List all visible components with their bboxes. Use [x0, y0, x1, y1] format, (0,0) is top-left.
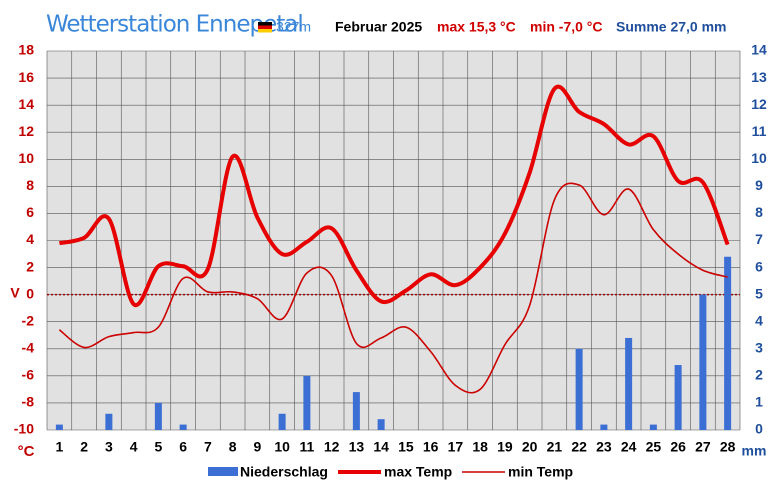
y-tick-label: -2: [22, 312, 35, 328]
y2-tick-label: 6: [755, 258, 763, 274]
x-tick-label: 25: [646, 439, 662, 455]
x-tick-label: 19: [497, 439, 513, 455]
precip-bar: [377, 419, 385, 430]
precip-bar: [724, 256, 732, 430]
flag: [258, 22, 272, 33]
x-tick-label: 13: [349, 439, 365, 455]
y-unit: °C: [18, 443, 35, 460]
y-tick-label: 14: [18, 96, 34, 112]
x-tick-label: 9: [253, 439, 261, 455]
y2-tick-label: 13: [751, 69, 767, 85]
y-tick-label: 10: [18, 150, 34, 166]
x-tick-label: 14: [373, 439, 389, 455]
y2-tick-label: 12: [751, 96, 767, 112]
y2-tick-label: 5: [755, 285, 763, 301]
x-tick-label: 28: [720, 439, 736, 455]
legend-label: Niederschlag: [240, 464, 328, 480]
x-tick-label: 1: [55, 439, 63, 455]
y-tick-label: 16: [18, 69, 34, 85]
y2-tick-label: 4: [755, 312, 763, 328]
legend-swatch: [208, 467, 238, 476]
x-tick-label: 12: [324, 439, 340, 455]
x-tick-label: 21: [547, 439, 563, 455]
y-tick-label: -8: [22, 394, 35, 410]
y2-tick-label: 11: [752, 123, 767, 139]
x-tick-label: 5: [154, 439, 162, 455]
y2-tick-label: 8: [755, 204, 763, 220]
max-label: max 15,3 °C: [437, 19, 516, 35]
x-tick-label: 16: [423, 439, 439, 455]
x-tick-label: 4: [130, 439, 138, 455]
x-tick-label: 23: [596, 439, 612, 455]
y2-tick-label: 0: [755, 421, 763, 437]
y-tick-label: 0: [26, 285, 34, 301]
precip-bar: [649, 424, 657, 430]
temp-line: [58, 84, 730, 308]
precip-bar: [55, 424, 63, 430]
y2-tick-label: 2: [755, 367, 763, 383]
x-tick-label: 22: [571, 439, 587, 455]
y-tick-label: 12: [18, 123, 34, 139]
x-tick-label: 17: [448, 439, 464, 455]
x-tick-label: 20: [522, 439, 538, 455]
x-tick-label: 10: [274, 439, 290, 455]
x-tick-label: 18: [472, 439, 488, 455]
y2-tick-label: 9: [755, 177, 763, 193]
precip-bar: [303, 375, 311, 430]
precip-bar: [154, 402, 162, 430]
legend-label: min Temp: [508, 464, 573, 480]
precip-bar: [278, 413, 286, 430]
precip-bar: [699, 294, 707, 430]
x-tick-label: 7: [204, 439, 212, 455]
y-tick-label: 18: [18, 42, 34, 58]
y2-tick-label: 3: [755, 339, 763, 355]
precip-bar: [625, 337, 633, 430]
x-tick-label: 11: [299, 439, 314, 455]
y2-tick-label: 7: [755, 231, 763, 247]
y-tick-label: -10: [14, 421, 34, 437]
y-tick-label: -4: [22, 339, 35, 355]
sum-label: Summe 27,0 mm: [616, 19, 727, 35]
x-tick-label: 15: [398, 439, 414, 455]
min-label: min -7,0 °C: [530, 19, 603, 35]
precip-bar: [352, 392, 360, 430]
y-tick-label: 6: [26, 204, 34, 220]
x-tick-label: 26: [670, 439, 686, 455]
x-tick-label: 27: [695, 439, 711, 455]
precip-bar: [105, 413, 113, 430]
x-tick-label: 6: [179, 439, 187, 455]
y-tick-label: 4: [26, 231, 34, 247]
y2-tick-label: 10: [751, 150, 767, 166]
y-tick-label: -6: [22, 367, 35, 383]
y2-tick-label: 14: [751, 42, 767, 58]
precip-bar: [674, 365, 682, 430]
precip-bar: [600, 424, 608, 430]
elevation: 327m: [276, 19, 311, 35]
temp-line: [58, 182, 728, 394]
legend-label: max Temp: [384, 464, 452, 480]
precip-bar: [179, 424, 187, 430]
x-tick-label: 3: [105, 439, 113, 455]
x-tick-label: 8: [229, 439, 237, 455]
x-tick-label: 2: [80, 439, 88, 455]
x-tick-label: 24: [621, 439, 637, 455]
y2-tick-label: 1: [755, 394, 763, 410]
precip-bar: [575, 348, 583, 430]
y-tick-label: 8: [26, 177, 34, 193]
y2-unit: mm: [742, 443, 767, 459]
y-tick-label: 2: [26, 258, 34, 274]
period: Februar 2025: [335, 19, 422, 35]
y-axis-label: V: [10, 285, 20, 301]
